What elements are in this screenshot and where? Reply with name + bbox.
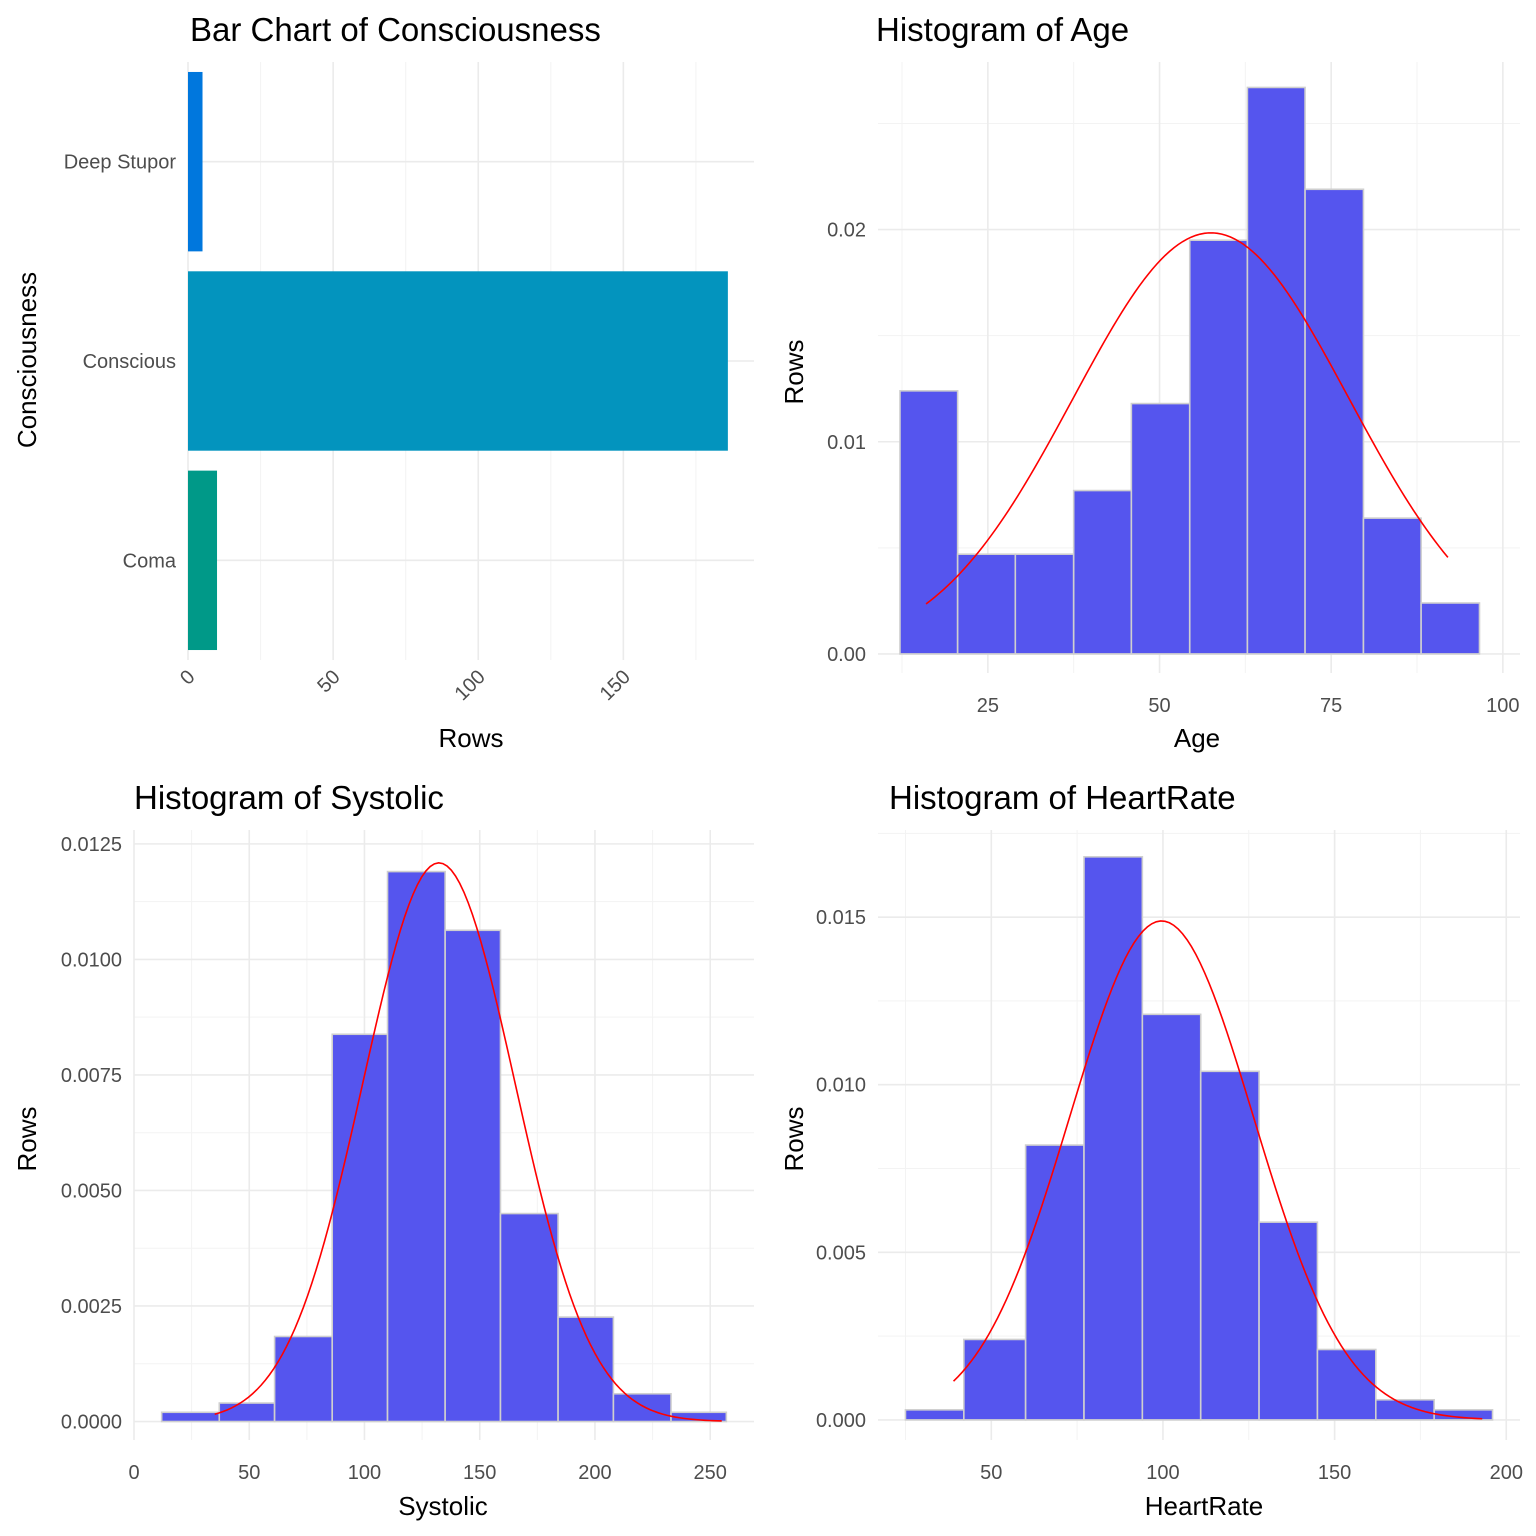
x-tick-label: 50 — [980, 1462, 1002, 1484]
y-tick-label: 0.015 — [816, 907, 866, 929]
tick-labels: 50 100 150 200 0.000 0.005 0.010 0.015 — [816, 907, 1523, 1484]
y-tick-label: 0.0075 — [61, 1065, 122, 1087]
x-axis-label: Age — [1174, 723, 1220, 753]
histogram-bar-5 — [1130, 402, 1191, 655]
bar-deep-stupor — [188, 71, 203, 252]
histogram-bars — [899, 86, 1481, 655]
histogram-bar-3 — [1024, 1144, 1085, 1421]
y-tick-label: 0.00 — [827, 644, 866, 666]
histogram-bar-1 — [899, 390, 959, 655]
consciousness-bar-chart: Bar Chart of Consciousness Coma Conscious… — [12, 11, 754, 753]
y-tick-label: 0.01 — [827, 432, 866, 454]
histogram-bar-7 — [1258, 1221, 1319, 1421]
y-tick-label: Conscious — [83, 351, 176, 373]
x-tick-label: 50 — [238, 1462, 260, 1484]
y-tick-label: 0.0000 — [61, 1412, 122, 1434]
y-tick-label: 0.000 — [816, 1410, 866, 1432]
histogram-bar-4 — [331, 1033, 389, 1423]
histogram-bar-9 — [1362, 517, 1422, 655]
bar-conscious — [188, 271, 728, 451]
chart-title: Histogram of Systolic — [134, 779, 444, 816]
x-tick-label: 100 — [1486, 695, 1519, 717]
density-curve-layer — [952, 920, 1483, 1420]
histogram-bar-7 — [499, 1212, 559, 1423]
x-tick-label: 25 — [977, 695, 999, 717]
histogram-bar-9 — [612, 1392, 672, 1423]
histogram-bar-8 — [1304, 188, 1365, 655]
y-tick-label: Coma — [123, 550, 177, 572]
histogram-bar-5 — [1141, 1013, 1202, 1421]
histogram-bar-2 — [963, 1338, 1027, 1421]
x-tick-label: 50 — [1148, 695, 1170, 717]
density-curve — [952, 920, 1483, 1420]
histogram-bar-2 — [218, 1402, 276, 1423]
y-tick-label: Deep Stupor — [64, 152, 177, 174]
tick-labels: 25 50 75 100 0.00 0.01 0.02 — [827, 220, 1519, 717]
histogram-bar-8 — [1316, 1348, 1377, 1421]
density-curve — [925, 232, 1449, 605]
histogram-bar-7 — [1246, 86, 1306, 655]
chart-title: Histogram of Age — [876, 11, 1129, 48]
histogram-bars — [904, 856, 1494, 1421]
histogram-bar-2 — [956, 553, 1017, 655]
x-axis-label: HeartRate — [1145, 1491, 1264, 1521]
x-axis-label: Rows — [438, 723, 503, 753]
x-tick-label: 75 — [1320, 695, 1342, 717]
x-tick-label: 150 — [463, 1462, 496, 1484]
x-tick-label: 100 — [1146, 1462, 1179, 1484]
histogram-bar-1 — [904, 1409, 965, 1421]
histogram-bar-4 — [1072, 489, 1133, 655]
bar-coma — [188, 470, 218, 651]
y-tick-label: 0.0050 — [61, 1180, 122, 1202]
x-tick-label: 0 — [128, 1462, 139, 1484]
histogram-bar-5 — [386, 870, 446, 1423]
y-tick-label: 0.0100 — [61, 949, 122, 971]
y-axis-label: Consciousness — [12, 272, 42, 448]
density-curve-layer — [214, 862, 722, 1422]
histogram-bar-4 — [1083, 856, 1144, 1421]
y-axis-label: Rows — [779, 339, 809, 404]
y-tick-label: 0.0025 — [61, 1296, 122, 1318]
histogram-bar-3 — [1014, 553, 1075, 655]
x-tick-label: 50 — [313, 666, 344, 697]
x-tick-label: 250 — [694, 1462, 727, 1484]
histogram-bar-1 — [160, 1411, 221, 1423]
histogram-bar-10 — [1420, 602, 1481, 655]
histogram-bars — [160, 870, 728, 1423]
x-tick-label: 0 — [176, 666, 199, 689]
histogram-bar-9 — [1375, 1398, 1435, 1421]
histogram-bar-3 — [273, 1335, 334, 1423]
histogram-bar-6 — [1199, 1070, 1260, 1421]
x-tick-label: 100 — [451, 666, 490, 705]
heartrate-histogram: Histogram of HeartRate 50 100 150 200 0.000 0… — [779, 779, 1523, 1521]
histogram-bar-6 — [1188, 239, 1249, 655]
chart-title: Bar Chart of Consciousness — [190, 11, 601, 48]
tick-labels: 0 50 100 150 200 250 0.0000 0.0025 0.0050 0.0075 0… — [61, 834, 727, 1484]
x-axis-label: Systolic — [398, 1491, 488, 1521]
y-tick-label: 0.005 — [816, 1242, 866, 1264]
y-axis-label: Rows — [779, 1106, 809, 1171]
histogram-bar-10 — [1433, 1409, 1494, 1421]
y-tick-label: 0.0125 — [61, 834, 122, 856]
x-tick-label: 150 — [1318, 1462, 1351, 1484]
x-tick-label: 200 — [1490, 1462, 1523, 1484]
x-tick-label: 200 — [578, 1462, 611, 1484]
chart-title: Histogram of HeartRate — [889, 779, 1236, 816]
histogram-bar-6 — [444, 929, 502, 1423]
y-tick-label: 0.02 — [827, 220, 866, 242]
density-curve — [214, 862, 722, 1422]
y-tick-label: 0.010 — [816, 1075, 866, 1097]
x-tick-label: 150 — [596, 666, 635, 705]
density-curve-layer — [925, 232, 1449, 605]
systolic-histogram: Histogram of Systolic 0 50 100 150 200 250 0.0… — [12, 779, 754, 1521]
y-axis-label: Rows — [12, 1106, 42, 1171]
x-tick-label: 100 — [348, 1462, 381, 1484]
bars — [188, 71, 728, 651]
age-histogram: Histogram of Age 25 50 75 100 0.00 0.01 0.02 A… — [779, 11, 1520, 753]
